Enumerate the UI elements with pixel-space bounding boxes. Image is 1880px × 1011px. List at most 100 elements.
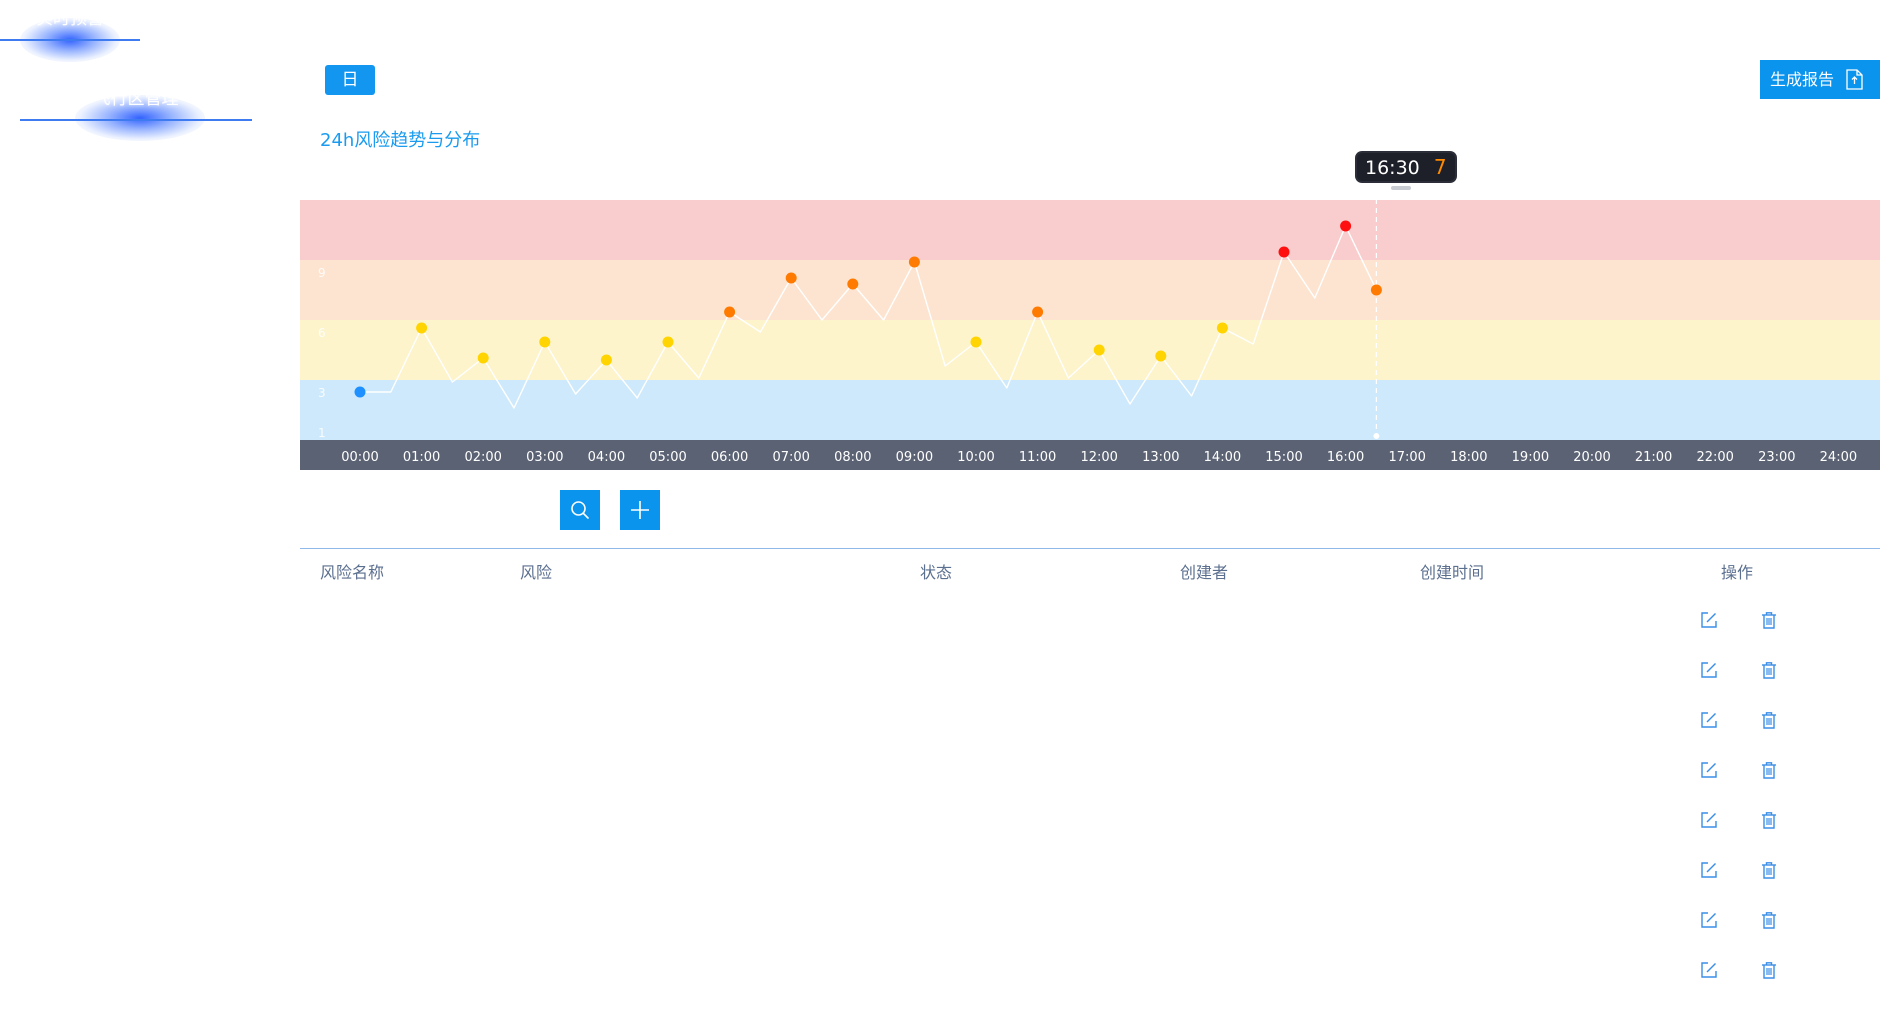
column-header-status: 状态 [920,563,953,582]
delete-button[interactable] [1758,859,1780,881]
x-tick-label: 17:00 [1388,450,1425,465]
chart-tooltip: 16:30 7 [1357,153,1455,181]
edit-button[interactable] [1698,909,1720,931]
delete-button[interactable] [1758,959,1780,981]
document-upload-icon [1846,69,1863,90]
risk-band-high [300,260,1880,320]
trash-icon [1762,662,1776,679]
delete-button[interactable] [1758,709,1780,731]
edit-button[interactable] [1698,609,1720,631]
nav-glow-airside [75,95,205,141]
x-tick-label: 22:00 [1696,450,1733,465]
delete-button[interactable] [1758,809,1780,831]
edit-button[interactable] [1698,659,1720,681]
data-point-high [1370,284,1382,296]
nav-item-label: 飞行区管理 [93,89,179,109]
column-header-creator: 创建者 [1180,563,1229,582]
search-button[interactable] [560,490,600,530]
data-point-medium [416,322,428,334]
x-tick-label: 20:00 [1573,450,1610,465]
data-point-medium [1155,350,1167,362]
tooltip-pointer [1391,186,1411,190]
y-tick-label: 1 [318,426,326,440]
x-tick-label: 09:00 [896,450,933,465]
x-tick-label: 08:00 [834,450,871,465]
hover-indicator [1373,190,1380,439]
x-tick-label: 21:00 [1635,450,1672,465]
day-toggle-button[interactable]: 日 [325,65,375,95]
data-point-medium [970,336,982,348]
risk-trend-chart: 1 3 6 9 00:00 01:00 02:00 03:00 04:00 05:00 06:00… [300,190,1880,470]
data-point-high [1032,306,1044,318]
nav-underline [0,39,140,41]
risk-trend-line [360,225,1378,409]
delete-button[interactable] [1758,759,1780,781]
data-point-medium [662,336,674,348]
x-tick-label: 04:00 [588,450,625,465]
edit-icon [1701,612,1717,628]
x-tick-label: 18:00 [1450,450,1487,465]
edit-icon [1701,662,1717,678]
column-header-risk: 风险 [520,563,553,582]
trash-icon [1762,812,1776,829]
chart-section-title: 24h风险趋势与分布 [320,130,481,151]
delete-button[interactable] [1758,659,1780,681]
x-tick-label: 15:00 [1265,450,1302,465]
add-button[interactable] [620,490,660,530]
edit-button[interactable] [1698,759,1720,781]
edit-button[interactable] [1698,809,1720,831]
risk-bands [300,200,1880,440]
trash-icon [1762,912,1776,929]
y-tick-label: 9 [318,266,326,280]
data-point-high [908,256,920,268]
x-axis-bar [300,440,1880,470]
data-point-low [354,386,366,398]
trash-icon [1762,762,1776,779]
table-header-divider [300,548,1880,549]
series-markers [354,220,1382,398]
edit-button[interactable] [1698,859,1720,881]
x-tick-label: 19:00 [1512,450,1549,465]
y-tick-label: 6 [318,326,326,340]
x-tick-label: 03:00 [526,450,563,465]
tooltip-time: 16:30 [1365,157,1420,179]
x-tick-label: 10:00 [957,450,994,465]
column-header-actions: 操作 [1721,563,1754,582]
x-tick-label: 23:00 [1758,450,1795,465]
tooltip-value: 7 [1433,155,1447,179]
column-header-risk-name: 风险名称 [320,563,385,582]
data-point-high [847,278,859,290]
x-tick-label: 02:00 [464,450,501,465]
nav-item-airside-management[interactable]: 飞行区管理 [20,86,252,120]
data-point-high [785,272,797,284]
generate-report-button[interactable]: 生成报告 [1760,60,1880,99]
data-point-medium [539,336,551,348]
risk-band-medium [300,320,1880,380]
x-tick-label: 14:00 [1204,450,1241,465]
hover-base-dot [1373,433,1380,439]
column-header-created-time: 创建时间 [1420,563,1485,582]
data-point-critical [1340,220,1352,232]
edit-button[interactable] [1698,959,1720,981]
trash-icon [1762,862,1776,879]
x-tick-label: 13:00 [1142,450,1179,465]
edit-button[interactable] [1698,709,1720,731]
plus-icon [631,501,649,519]
x-tick-label: 11:00 [1019,450,1056,465]
edit-icon [1701,912,1717,928]
trash-icon [1762,612,1776,629]
nav-item-realtime-warning[interactable]: 实时预警 [0,6,140,40]
delete-button[interactable] [1758,609,1780,631]
edit-icon [1701,962,1717,978]
data-point-medium [1093,344,1105,356]
trash-icon [1762,962,1776,979]
delete-button[interactable] [1758,909,1780,931]
edit-icon [1701,812,1717,828]
x-tick-label: 00:00 [341,450,378,465]
series-line [360,225,1378,409]
data-point-critical [1278,246,1290,258]
edit-icon [1701,712,1717,728]
y-axis-ticks: 1 3 6 9 [318,266,326,440]
x-tick-label: 24:00 [1820,450,1857,465]
risk-band-low [300,380,1880,440]
